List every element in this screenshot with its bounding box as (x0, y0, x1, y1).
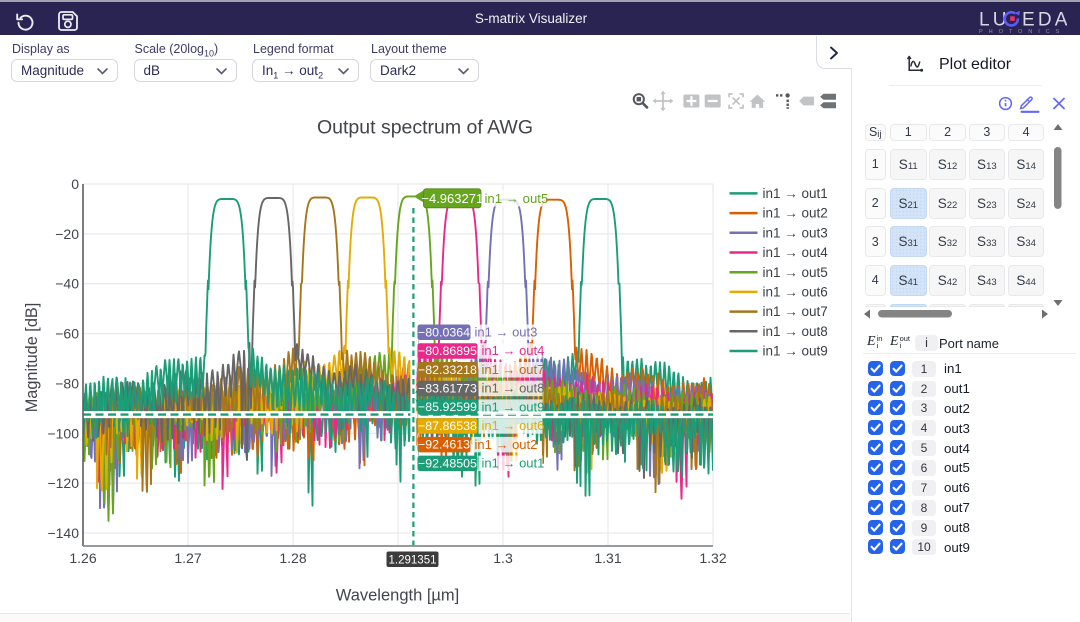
svg-text:in1 → out2: in1 → out2 (763, 206, 828, 221)
svg-text:in1 → out9: in1 → out9 (482, 399, 545, 414)
svg-text:−80: −80 (55, 375, 79, 391)
svg-text:in1 → out7: in1 → out7 (482, 362, 545, 377)
svg-text:in1 → out3: in1 → out3 (475, 325, 538, 340)
svg-text:in1 → out8: in1 → out8 (763, 324, 828, 339)
svg-text:1.3: 1.3 (493, 550, 513, 566)
svg-text:−4.963271: −4.963271 (421, 191, 483, 206)
svg-text:1.28: 1.28 (279, 550, 306, 566)
svg-text:in1 → out4: in1 → out4 (482, 343, 545, 358)
svg-text:1.26: 1.26 (69, 550, 96, 566)
svg-text:EDA: EDA (1022, 10, 1067, 31)
svg-text:PHOTONICS: PHOTONICS (979, 29, 1065, 35)
svg-text:LU: LU (979, 10, 1010, 31)
svg-text:−85.92599: −85.92599 (418, 400, 477, 414)
svg-text:Wavelength [µm]: Wavelength [µm] (336, 586, 460, 604)
svg-text:in1 → out7: in1 → out7 (763, 304, 828, 319)
svg-text:−20: −20 (55, 226, 79, 242)
svg-text:1.32: 1.32 (699, 550, 726, 566)
svg-text:in1 → out1: in1 → out1 (763, 186, 828, 201)
svg-text:Magnitude [dB]: Magnitude [dB] (23, 303, 41, 413)
svg-text:−87.86538: −87.86538 (418, 419, 477, 433)
svg-text:1.27: 1.27 (174, 550, 201, 566)
svg-text:in1 → out6: in1 → out6 (482, 418, 545, 433)
svg-text:in1 → out4: in1 → out4 (763, 245, 829, 260)
svg-text:Output spectrum of AWG: Output spectrum of AWG (317, 117, 533, 139)
svg-text:−80.86895: −80.86895 (418, 344, 477, 358)
svg-text:−120: −120 (47, 475, 79, 491)
svg-text:in1 → out9: in1 → out9 (763, 344, 828, 359)
svg-text:in1 → out5: in1 → out5 (485, 191, 549, 206)
svg-text:in1 → out2: in1 → out2 (475, 437, 538, 452)
svg-text:in1 → out1: in1 → out1 (482, 456, 545, 471)
svg-text:in1 → out5: in1 → out5 (763, 265, 828, 280)
svg-text:1.291351: 1.291351 (389, 554, 437, 566)
svg-text:−100: −100 (47, 425, 79, 441)
svg-text:in1 → out8: in1 → out8 (482, 381, 545, 396)
svg-text:1.31: 1.31 (594, 550, 621, 566)
svg-text:−92.4613: −92.4613 (418, 438, 470, 452)
svg-text:0: 0 (71, 176, 79, 192)
svg-text:−60: −60 (55, 326, 79, 342)
svg-text:−140: −140 (47, 525, 79, 541)
svg-text:−92.48505: −92.48505 (418, 456, 477, 470)
svg-text:in1 → out6: in1 → out6 (763, 285, 828, 300)
svg-text:−80.0364: −80.0364 (418, 325, 470, 339)
svg-text:in1 → out3: in1 → out3 (763, 225, 828, 240)
svg-text:−40: −40 (55, 276, 79, 292)
svg-text:−83.61773: −83.61773 (418, 382, 477, 396)
svg-text:−82.33218: −82.33218 (418, 363, 477, 377)
